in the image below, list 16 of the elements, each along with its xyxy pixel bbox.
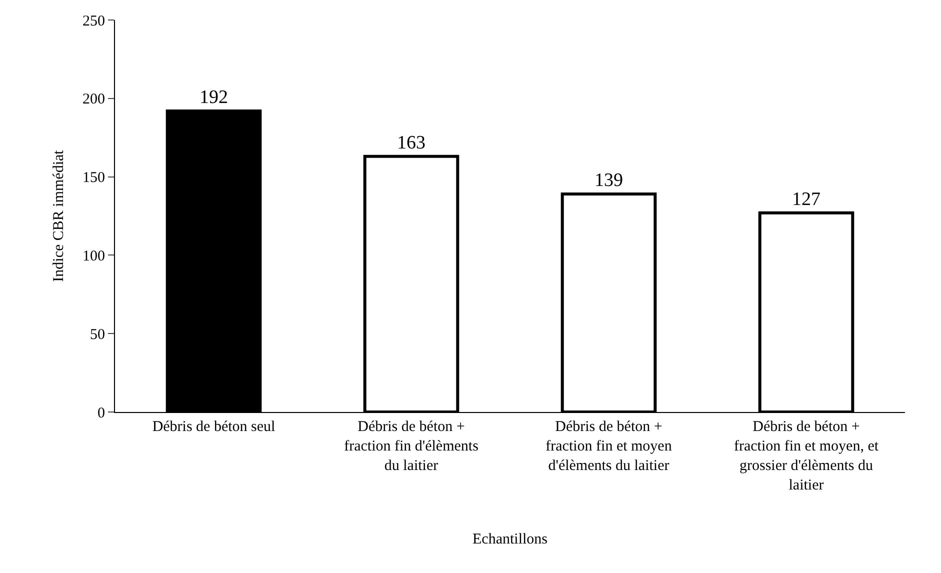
y-tick-label: 200	[82, 92, 105, 108]
y-tick-label: 150	[82, 170, 105, 186]
data-label: 139	[594, 170, 623, 192]
x-tick-label: Débris de béton + fraction fin et moyen, et grossier d'élèments du laitier	[734, 419, 880, 494]
y-tick-label: 250	[82, 13, 105, 30]
data-label: 192	[200, 86, 228, 108]
y-tick-label: 0	[98, 405, 105, 422]
x-tick-label: Débris de béton + fraction fin d'élèments du laitier	[344, 419, 479, 474]
x-tick-label: Débris de béton + fraction fin et moyen d'élèments du laitier	[546, 419, 672, 474]
y-tick-label: 100	[82, 248, 105, 264]
x-tick-label: Débris de béton seul	[152, 419, 276, 435]
data-label: 127	[792, 188, 820, 210]
y-tick-label: 50	[90, 326, 105, 343]
y-axis-title: Indice CBR immédiat	[50, 149, 67, 282]
x-axis-title: Echantillons	[472, 532, 548, 548]
data-label: 163	[397, 132, 426, 154]
